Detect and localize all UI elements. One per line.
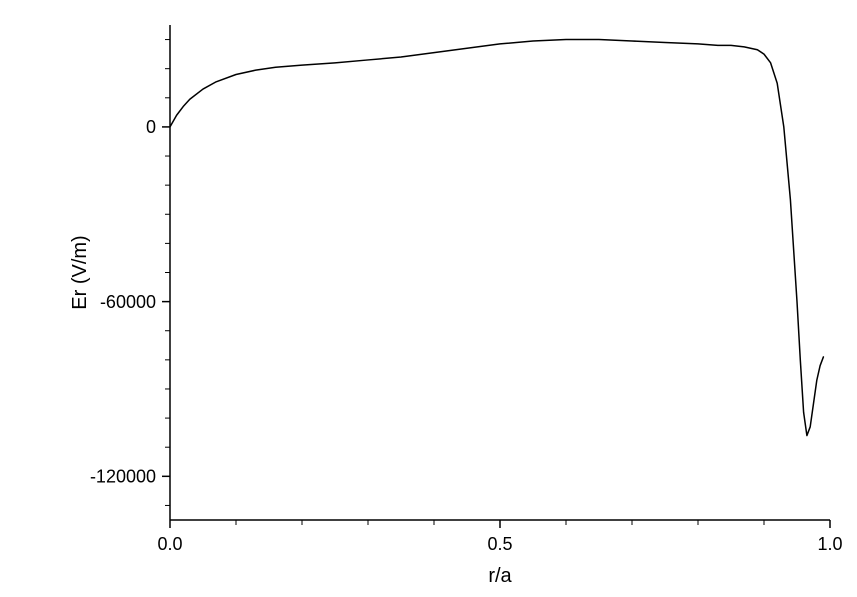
x-tick-label: 1.0 (817, 534, 842, 554)
y-tick-label: -120000 (90, 467, 156, 487)
y-axis-label: Er (V/m) (69, 235, 91, 309)
y-tick-label: -60000 (100, 292, 156, 312)
x-axis-label: r/a (488, 565, 512, 587)
y-tick-label: 0 (146, 117, 156, 137)
x-tick-label: 0.5 (487, 534, 512, 554)
line-chart: 0.0 0.5 1.0 r/a -120000 -60000 0 Er (V/m) (0, 0, 857, 597)
x-tick-label: 0.0 (157, 534, 182, 554)
